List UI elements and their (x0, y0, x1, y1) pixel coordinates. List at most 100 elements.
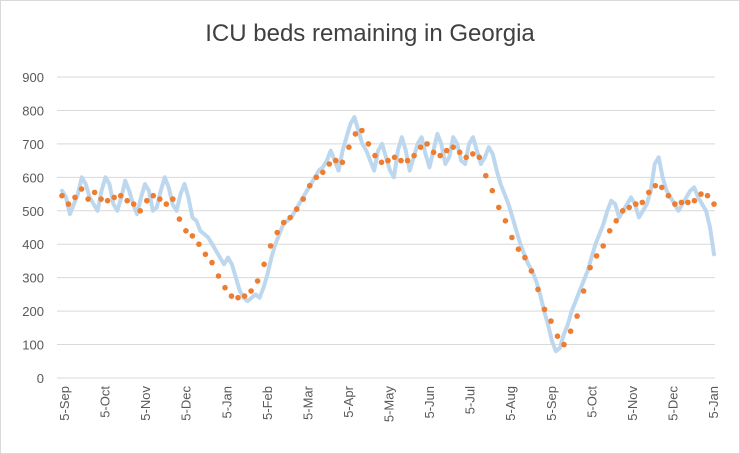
weekly-average-marker (313, 174, 320, 181)
weekly-average-marker (665, 192, 672, 199)
weekly-average-marker (639, 199, 646, 206)
weekly-average-marker (456, 149, 463, 156)
weekly-average-marker (515, 246, 522, 252)
y-tick-label: 0 (37, 371, 44, 386)
weekly-average-marker (580, 288, 587, 294)
weekly-average-marker (698, 191, 704, 197)
x-tick-label: 5-May (382, 386, 397, 423)
weekly-average-marker (196, 241, 202, 247)
weekly-average-marker (633, 201, 639, 207)
weekly-average-marker (365, 141, 372, 147)
x-tick-label: 5-Mar (300, 385, 315, 420)
weekly-average-marker (333, 157, 339, 164)
weekly-average-marker (548, 318, 554, 324)
weekly-average-marker (509, 234, 515, 241)
weekly-average-marker (646, 189, 652, 196)
y-tick-label: 400 (22, 237, 44, 252)
weekly-average-marker (711, 201, 717, 207)
weekly-average-marker (91, 189, 98, 196)
y-tick-label: 700 (22, 137, 44, 152)
weekly-average-marker (424, 141, 430, 147)
x-tick-label: 5-Feb (260, 386, 275, 420)
weekly-average-marker (287, 214, 294, 221)
weekly-average-marker (137, 208, 143, 214)
weekly-average-marker (587, 264, 593, 271)
weekly-average-marker (606, 228, 613, 234)
weekly-average-marker (502, 218, 509, 224)
weekly-average-marker (385, 157, 391, 164)
weekly-average-marker (378, 159, 385, 166)
weekly-average-marker (85, 196, 91, 202)
y-tick-label: 900 (22, 70, 44, 85)
weekly-average-marker (522, 254, 528, 261)
weekly-average-marker (261, 261, 267, 268)
weekly-average-marker (483, 172, 489, 179)
weekly-average-marker (489, 187, 496, 194)
y-tick-label: 200 (22, 304, 44, 319)
weekly-average-marker (59, 192, 65, 199)
x-tick-label: 5-Aug (503, 386, 518, 421)
weekly-average-marker (450, 144, 457, 150)
weekly-average-marker (215, 273, 222, 279)
chart-title: ICU beds remaining in Georgia (205, 20, 535, 47)
x-tick-label: 5-Dec (179, 386, 194, 421)
weekly-average-marker (320, 169, 326, 176)
weekly-average-marker (593, 253, 600, 259)
x-tick-label: 5-Jun (422, 386, 437, 419)
weekly-average-marker (411, 152, 417, 159)
weekly-average-marker (541, 306, 548, 313)
weekly-average-marker (78, 186, 85, 192)
weekly-average-marker (150, 192, 157, 199)
weekly-average-marker (209, 259, 215, 266)
x-tick-label: 5-Apr (341, 385, 356, 417)
y-tick-label: 600 (22, 170, 44, 185)
weekly-average-marker (170, 196, 176, 202)
weekly-average-marker (476, 154, 483, 161)
weekly-average-marker (124, 197, 130, 204)
weekly-average-marker (463, 154, 470, 161)
weekly-average-marker (241, 293, 248, 299)
weekly-average-marker (65, 201, 72, 207)
weekly-average-marker (574, 313, 580, 319)
weekly-average-marker (352, 131, 359, 137)
x-tick-label: 5-Nov (625, 386, 640, 421)
weekly-average-marker (163, 201, 170, 207)
weekly-average-marker (183, 228, 189, 234)
daily-series-line (60, 115, 716, 354)
weekly-average-marker (535, 286, 541, 293)
y-tick-label: 800 (22, 103, 44, 118)
x-tick-label: 5-Sep (544, 386, 559, 421)
weekly-average-marker (254, 278, 261, 284)
weekly-average-marker (691, 197, 698, 204)
x-tick-label: 5-Nov (138, 386, 153, 421)
weekly-average-marker (417, 144, 424, 150)
weekly-average-marker (176, 216, 183, 222)
weekly-average-marker (496, 204, 502, 211)
weekly-average-marker (528, 268, 535, 274)
weekly-average-marker (346, 144, 352, 150)
weekly-average-marker (222, 284, 228, 291)
weekly-average-marker (280, 219, 287, 226)
y-tick-label: 300 (22, 271, 44, 286)
x-tick-label: 5-Jan (706, 386, 721, 419)
x-tick-label: 5-Dec (665, 386, 680, 421)
x-tick-label: 5-Oct (98, 386, 113, 418)
weekly-average-marker (404, 157, 411, 164)
weekly-average-marker (443, 147, 450, 154)
y-tick-label: 500 (22, 204, 44, 219)
weekly-average-marker (430, 149, 437, 156)
weekly-average-marker (300, 196, 307, 202)
weekly-average-marker (613, 218, 619, 224)
weekly-average-marker (659, 184, 665, 191)
weekly-average-marker (339, 159, 346, 166)
weekly-average-marker (437, 152, 444, 159)
weekly-average-marker (626, 204, 632, 211)
weekly-average-marker (391, 154, 398, 161)
x-tick-label: 5-Jul (463, 386, 478, 414)
weekly-average-marker (117, 192, 124, 199)
weekly-average-marker (72, 194, 78, 201)
weekly-average-marker (228, 293, 235, 299)
x-tick-label: 5-Sep (57, 386, 72, 421)
weekly-average-marker (372, 152, 378, 159)
